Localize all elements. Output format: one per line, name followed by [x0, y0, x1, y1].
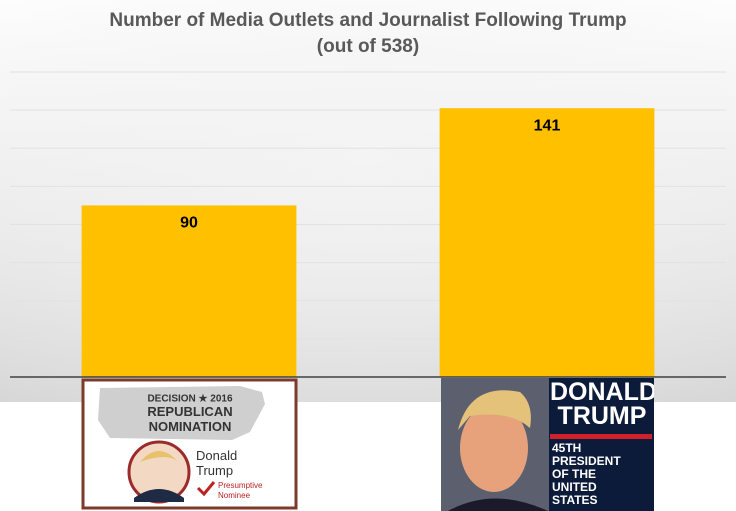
- bars: 90 141: [10, 108, 726, 378]
- image-headline: REPUBLICAN NOMINATION: [147, 404, 233, 434]
- category-image: DECISION ★ 2016 REPUBLICAN NOMINATION Do…: [81, 378, 298, 510]
- image-note-box: Presumptive Nominee: [218, 481, 263, 500]
- image-name: Donald Trump: [196, 448, 238, 478]
- portrait-hair: [458, 390, 531, 430]
- portrait-face: [460, 404, 528, 492]
- map-shape: [98, 386, 265, 440]
- chart-title: Number of Media Outlets and Journalist F…: [109, 10, 626, 31]
- bar: [439, 108, 655, 377]
- image-name-box: DONALD TRUMP: [550, 380, 654, 430]
- accent-stripe: [550, 434, 652, 439]
- image-name: DONALD TRUMP: [550, 380, 654, 430]
- image-headline-box: REPUBLICAN NOMINATION: [147, 404, 233, 434]
- image-note: Presumptive Nominee: [218, 481, 263, 500]
- image-caption: 45TH PRESIDENT OF THE UNITED STATES: [552, 442, 621, 507]
- portrait-suit: [134, 489, 184, 502]
- portrait-suit: [448, 498, 548, 511]
- category-image: DONALD TRUMP 45TH PRESIDENT OF THE UNITE…: [441, 378, 654, 511]
- value-label: 141: [534, 117, 561, 134]
- image-caption-box: 45TH PRESIDENT OF THE UNITED STATES: [552, 442, 621, 507]
- portrait-hair: [140, 451, 178, 462]
- chart-subtitle: (out of 538): [317, 36, 419, 57]
- image-name-box: Donald Trump: [196, 448, 238, 478]
- image-banner: DECISION ★ 2016: [147, 394, 233, 405]
- check-mark: [196, 481, 216, 497]
- value-label: 90: [180, 215, 198, 232]
- bar: [81, 205, 297, 377]
